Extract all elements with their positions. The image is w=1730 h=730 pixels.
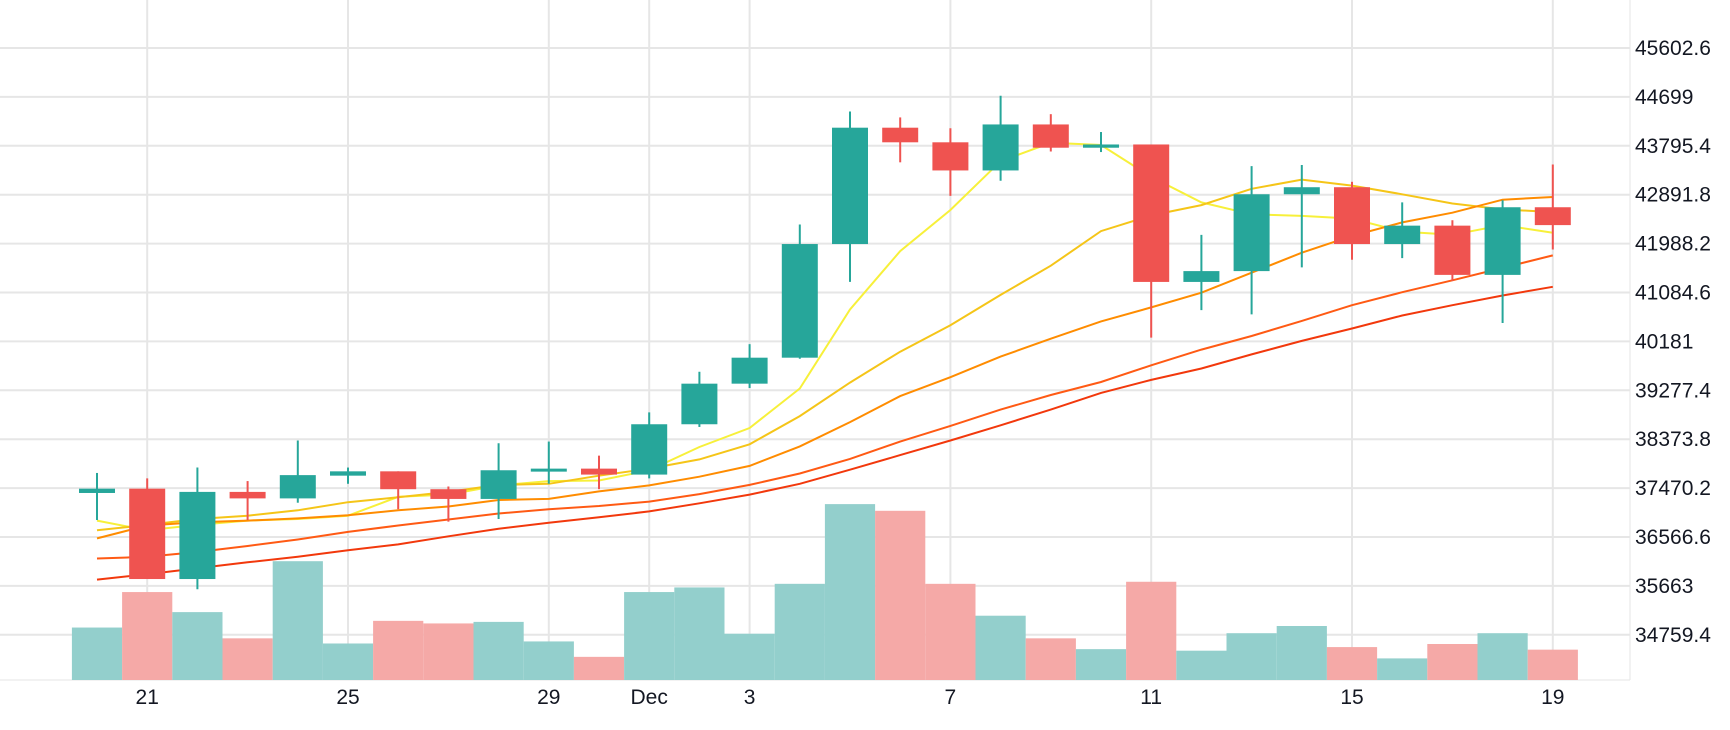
moving-average-line [96,178,1553,532]
candle-body [982,124,1019,171]
price-tick-label: 38373.8 [1635,428,1711,451]
candle-body [581,468,617,475]
date-tick-label: 11 [1140,686,1162,709]
volume-bar [724,633,775,680]
candle-body [79,488,115,493]
candle-body [1283,187,1320,195]
candle-body [229,491,266,499]
volume-bar [272,561,323,680]
candle-body [279,475,316,499]
price-tick-label: 39277.4 [1635,379,1711,402]
price-tick-label: 41988.2 [1635,233,1711,256]
volume-bar [1276,626,1327,680]
volume-bar [172,612,223,680]
volume-bar [222,638,273,680]
candle-body [1183,271,1220,282]
volume-bar [71,627,123,680]
candle-body [480,470,517,499]
volume-bar [875,510,926,680]
volume-bar [1326,647,1378,680]
date-tick-label: 25 [336,686,359,709]
date-tick-label: 29 [537,686,560,709]
price-tick-label: 36566.6 [1635,526,1711,549]
volume-bar [1126,581,1177,680]
candle-body [781,244,818,358]
date-tick-label: 19 [1541,686,1564,709]
candle-body [380,471,417,490]
volume-bar [1226,633,1277,680]
volume-bar [1075,649,1127,680]
date-tick-label: 7 [945,686,957,709]
candle-body [1434,225,1471,275]
candle-body [430,489,467,499]
volume-bar [925,583,976,680]
volume-bar [523,641,574,680]
volume-bar [824,504,876,680]
volume-bar [1176,650,1227,680]
volume-bars [71,504,1578,680]
moving-average-line [96,196,1553,540]
volume-bar [1477,633,1528,680]
moving-average-line [96,254,1554,560]
candle-body [731,357,768,384]
volume-bar [1025,638,1076,680]
volume-bar [573,656,625,680]
date-tick-label: 21 [136,686,159,709]
volume-bar [1527,649,1578,680]
candle-body [1032,124,1069,148]
candle-body [932,142,969,171]
volume-bar [322,643,374,680]
volume-bar [624,592,675,680]
candle-body [129,488,166,580]
candle-body [1334,187,1370,245]
date-tick-label: Dec [631,686,668,709]
volume-bar [1427,644,1478,680]
price-tick-label: 35663 [1635,575,1693,598]
price-tick-label: 44699 [1635,86,1693,109]
candle-body [882,127,919,143]
price-tick-label: 34759.4 [1635,624,1711,647]
candle-body [1233,194,1270,272]
volume-bar [975,615,1026,680]
price-tick-label: 42891.8 [1635,184,1711,207]
price-tick-label: 40181 [1635,330,1693,353]
price-tick-label: 41084.6 [1635,282,1711,305]
candle-body [631,424,668,475]
date-tick-label: 3 [744,686,756,709]
price-tick-label: 45602.6 [1635,37,1711,60]
candle-body [1534,207,1571,226]
candle-body [1484,207,1521,275]
price-tick-label: 43795.4 [1635,135,1711,158]
volume-bar [122,592,173,680]
candle-body [530,468,567,472]
price-axis: 45602.6 44699 43795.4 42891.8 41988.2 41084.6… [1635,37,1711,647]
volume-bar [473,621,524,680]
candle-body [1384,225,1421,245]
candle-body [1133,144,1170,282]
candle-body [832,127,868,245]
date-tick-label: 15 [1340,686,1363,709]
price-tick-label: 37470.2 [1635,477,1711,500]
moving-average-line [96,285,1553,581]
candle-body [330,471,366,476]
candles [79,95,1571,590]
volume-bar [774,583,825,680]
volume-bar [1377,658,1428,680]
moving-average-lines [96,141,1554,581]
volume-bar [423,623,474,680]
candle-body [681,383,718,425]
volume-bar [373,620,424,680]
volume-bar [674,587,725,680]
candle-body [1083,144,1119,148]
time-axis: 21 25 29 Dec 3 7 11 15 19 [136,686,1565,709]
candle-body [179,491,216,580]
